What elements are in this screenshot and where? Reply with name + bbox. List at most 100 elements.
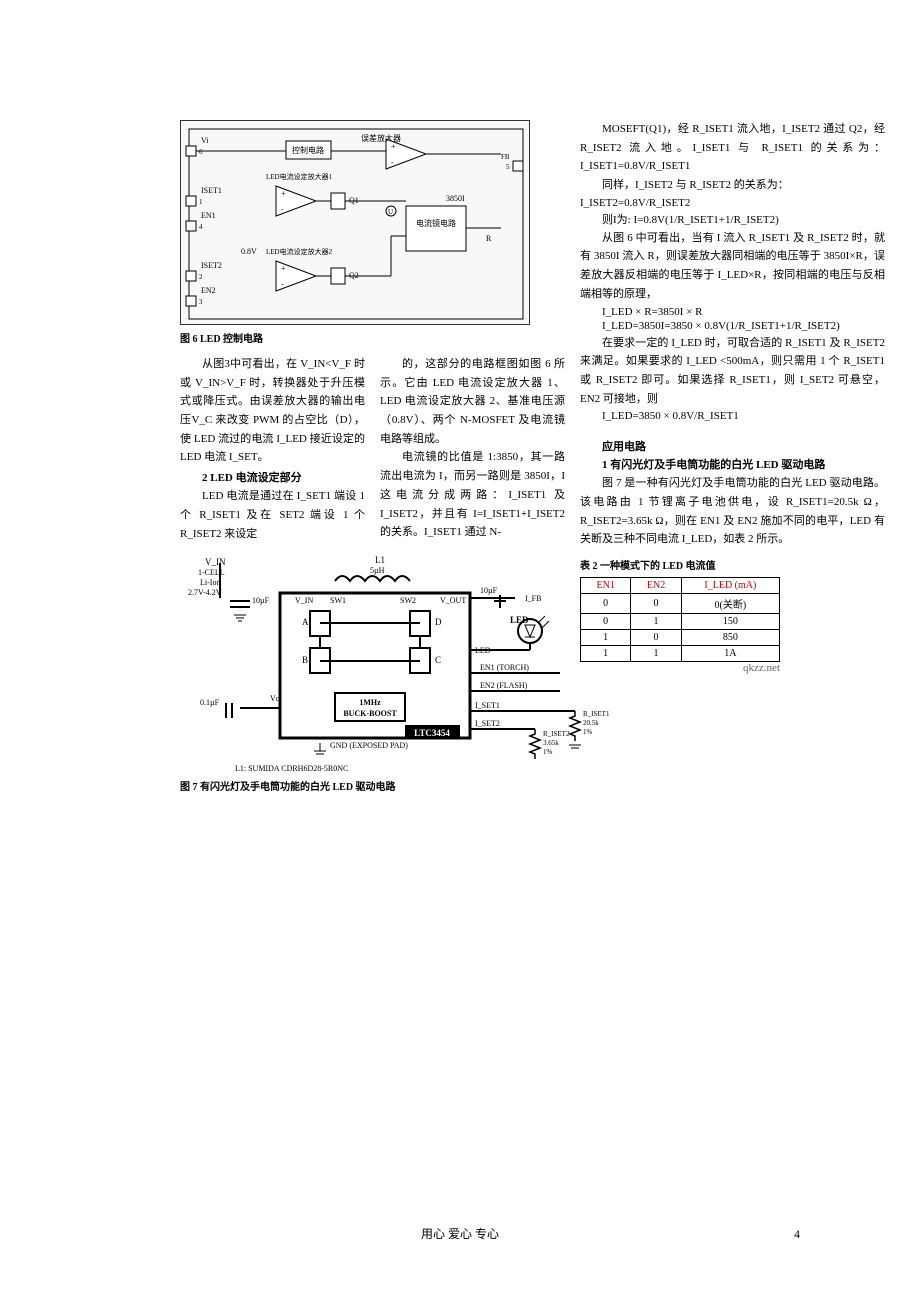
fig6-amp1-label: LED电流设定放大器1 bbox=[266, 172, 333, 181]
svg-text:U: U bbox=[388, 208, 393, 216]
t2-h2: I_LED (mA) bbox=[681, 578, 779, 594]
r-f2: 则I为: I=0.8V(1/R_ISET1+1/R_ISET2) bbox=[580, 211, 885, 227]
fig6-ratio: 3850I bbox=[446, 194, 465, 203]
t2-r1c2: 150 bbox=[681, 614, 779, 630]
svg-text:1%: 1% bbox=[543, 748, 553, 756]
svg-text:3: 3 bbox=[199, 298, 203, 306]
t2-r3c2: 1A bbox=[681, 646, 779, 662]
col2-p1: 的，这部分的电路框图如图 6 所示。它由 LED 电流设定放大器 1、LED 电… bbox=[380, 355, 565, 448]
t2-r0c2: 0(关断) bbox=[681, 594, 779, 614]
r-p2: 同样，I_ISET2 与 R_ISET2 的关系为： bbox=[580, 176, 885, 195]
svg-text:V_OUT: V_OUT bbox=[440, 596, 466, 605]
svg-text:5: 5 bbox=[506, 163, 510, 171]
t2-h1: EN2 bbox=[631, 578, 681, 594]
svg-text:-: - bbox=[281, 205, 284, 214]
r-f4: I_LED=3850I=3850 × 0.8V(1/R_ISET1+1/R_IS… bbox=[580, 320, 885, 332]
r-p3: 从图 6 中可看出，当有 I 流入 R_ISET1 及 R_ISET2 时，就有… bbox=[580, 229, 885, 304]
svg-text:10µF: 10µF bbox=[252, 596, 270, 605]
r-p1: MOSEFT(Q1)，经 R_ISET1 流入地，I_ISET2 通过 Q2，经… bbox=[580, 120, 885, 176]
svg-text:V_IN: V_IN bbox=[295, 596, 313, 605]
svg-text:EN2 (FLASH): EN2 (FLASH) bbox=[480, 681, 528, 690]
col2-p2: 电流镜的比值是 1:3850，其一路流出电流为 I，而另一路则是 3850I，I… bbox=[380, 448, 565, 541]
svg-text:5µH: 5µH bbox=[370, 566, 385, 575]
svg-text:2: 2 bbox=[199, 273, 203, 281]
r-f5: I_LED=3850 × 0.8V/R_ISET1 bbox=[580, 410, 885, 422]
svg-text:I_FB: I_FB bbox=[525, 594, 541, 603]
footer-page: 4 bbox=[794, 1227, 800, 1242]
r-f3: I_LED × R=3850I × R bbox=[580, 306, 885, 318]
svg-text:LED: LED bbox=[510, 615, 529, 625]
svg-text:EN1: EN1 bbox=[201, 211, 216, 220]
svg-text:L1: SUMIDA CDRH6D28-5R0NC: L1: SUMIDA CDRH6D28-5R0NC bbox=[235, 764, 348, 773]
col1-p2: LED 电流是通过在 I_SET1 端设 1 个 R_ISET1 及在 SET2… bbox=[180, 487, 365, 543]
fig6-control-label: 控制电路 bbox=[292, 145, 324, 155]
watermark: qkzz.net bbox=[580, 662, 780, 674]
sec2-title: 2 LED 电流设定部分 bbox=[180, 469, 365, 485]
r-p4: 在要求一定的 I_LED 时，可取合适的 R_ISET1 及 R_ISET2 来… bbox=[580, 334, 885, 409]
footer-text: 用心 爱心 专心 bbox=[0, 1225, 920, 1242]
svg-text:EN2: EN2 bbox=[201, 286, 216, 295]
r-f1: I_ISET2=0.8V/R_ISET2 bbox=[580, 197, 885, 209]
figure-7-caption: 图 7 有闪光灯及手电筒功能的白光 LED 驱动电路 bbox=[180, 778, 565, 793]
svg-text:R: R bbox=[486, 234, 492, 243]
svg-text:1: 1 bbox=[199, 198, 203, 206]
svg-text:6: 6 bbox=[199, 148, 203, 156]
svg-text:Vc: Vc bbox=[270, 694, 280, 703]
svg-text:SW1: SW1 bbox=[330, 596, 346, 605]
svg-text:ISET2: ISET2 bbox=[201, 261, 222, 270]
svg-text:+: + bbox=[281, 264, 286, 273]
figure-6-caption: 图 6 LED 控制电路 bbox=[180, 330, 565, 345]
app-title: 应用电路 bbox=[580, 438, 885, 454]
svg-text:EN1 (TORCH): EN1 (TORCH) bbox=[480, 663, 529, 672]
t2-r2c2: 850 bbox=[681, 630, 779, 646]
svg-text:4: 4 bbox=[199, 223, 203, 231]
svg-text:10µF: 10µF bbox=[480, 586, 498, 595]
svg-text:Li-Ion: Li-Ion bbox=[200, 578, 220, 587]
svg-text:SW2: SW2 bbox=[400, 596, 416, 605]
col2: 的，这部分的电路框图如图 6 所示。它由 LED 电流设定放大器 1、LED 电… bbox=[380, 355, 565, 543]
svg-text:-: - bbox=[391, 158, 394, 167]
svg-text:LTC3454: LTC3454 bbox=[414, 728, 450, 738]
svg-text:I_SET1: I_SET1 bbox=[475, 701, 500, 710]
svg-text:+: + bbox=[391, 142, 396, 151]
t2-h0: EN1 bbox=[581, 578, 631, 594]
svg-text:I_SET2: I_SET2 bbox=[475, 719, 500, 728]
table-2: EN1 EN2 I_LED (mA) 0 0 0(关断) 0 1 150 1 0… bbox=[580, 577, 780, 662]
fig6-mirror: 电流镜电路 bbox=[416, 218, 456, 228]
col1: 从图3中可看出，在 V_IN<V_F 时或 V_IN>V_F 时，转换器处于升压… bbox=[180, 355, 365, 543]
svg-text:0.8V: 0.8V bbox=[241, 247, 257, 256]
t2-r1c0: 0 bbox=[581, 614, 631, 630]
figure-6: 控制电路 误差放大器 + - + - LED电流设定放大器1 Q1 电流镜电路 … bbox=[180, 120, 530, 325]
svg-text:Vi: Vi bbox=[201, 136, 209, 145]
t2-r1c1: 1 bbox=[631, 614, 681, 630]
t2-r0c0: 0 bbox=[581, 594, 631, 614]
sec1-title: 1 有闪光灯及手电筒功能的白光 LED 驱动电路 bbox=[580, 456, 885, 472]
svg-text:0.1µF: 0.1µF bbox=[200, 698, 220, 707]
svg-text:C: C bbox=[435, 655, 441, 665]
svg-text:-: - bbox=[281, 280, 284, 289]
svg-text:V_IN: V_IN bbox=[205, 557, 226, 567]
svg-text:1%: 1% bbox=[583, 728, 593, 736]
svg-text:20.5k: 20.5k bbox=[583, 719, 599, 727]
t2-r3c1: 1 bbox=[631, 646, 681, 662]
right-column: MOSEFT(Q1)，经 R_ISET1 流入地，I_ISET2 通过 Q2，经… bbox=[580, 120, 885, 674]
svg-text:A: A bbox=[302, 617, 309, 627]
svg-text:GND (EXPOSED PAD): GND (EXPOSED PAD) bbox=[330, 741, 408, 750]
t2-r2c1: 0 bbox=[631, 630, 681, 646]
svg-text:R_ISET2: R_ISET2 bbox=[543, 730, 570, 738]
svg-text:FB: FB bbox=[501, 153, 510, 161]
svg-text:BUCK-BOOST: BUCK-BOOST bbox=[343, 709, 397, 718]
svg-text:ISET1: ISET1 bbox=[201, 186, 222, 195]
r-p5: 图 7 是一种有闪光灯及手电筒功能的白光 LED 驱动电路。该电路由 1 节锂离… bbox=[580, 474, 885, 549]
fig6-svg: 控制电路 误差放大器 + - + - LED电流设定放大器1 Q1 电流镜电路 … bbox=[181, 121, 531, 326]
table2-caption: 表 2 一种模式下的 LED 电流值 bbox=[580, 557, 885, 572]
t2-r2c0: 1 bbox=[581, 630, 631, 646]
t2-r3c0: 1 bbox=[581, 646, 631, 662]
svg-text:3.65k: 3.65k bbox=[543, 739, 559, 747]
svg-text:2.7V-4.2V: 2.7V-4.2V bbox=[188, 588, 222, 597]
svg-text:R_ISET1: R_ISET1 bbox=[583, 710, 610, 718]
svg-text:1MHz: 1MHz bbox=[359, 698, 381, 707]
fig6-amp2-label: LED电流设定放大器2 bbox=[266, 247, 333, 256]
svg-text:B: B bbox=[302, 655, 308, 665]
col1-p1: 从图3中可看出，在 V_IN<V_F 时或 V_IN>V_F 时，转换器处于升压… bbox=[180, 355, 365, 467]
